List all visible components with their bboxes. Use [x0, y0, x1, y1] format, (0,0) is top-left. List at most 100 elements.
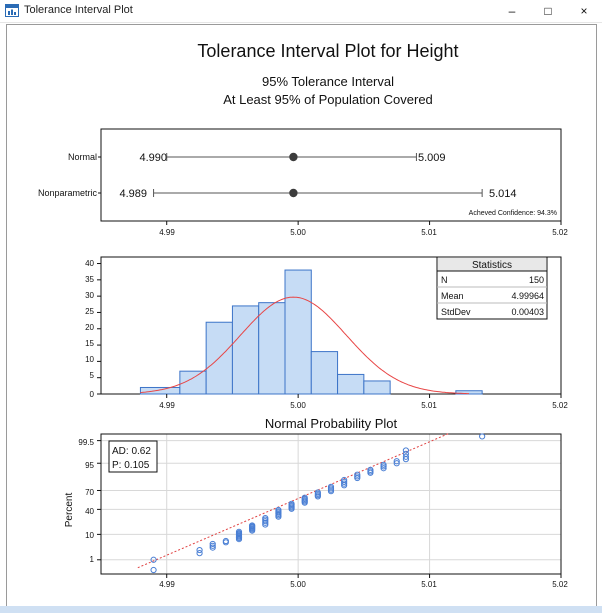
probability-point [380, 461, 387, 468]
p2-y-tick-label: 10 [85, 355, 94, 364]
probability-point [209, 542, 216, 549]
p2-y-tick-label: 30 [85, 291, 94, 300]
p1-x-tick-label: 5.01 [421, 228, 437, 237]
achieved-confidence-note: Acheved Confidence: 94.3% [469, 210, 557, 217]
interval-center-dot [289, 152, 298, 162]
probability-point [314, 489, 321, 496]
chart-title: Tolerance Interval Plot for Height [197, 41, 458, 61]
interval-panel-border [100, 128, 562, 222]
probability-panel: Normal Probability Plot Percent 99.5 95 … [64, 416, 568, 589]
probability-point [393, 460, 400, 467]
p3-y-tick-label: 99.5 [78, 438, 94, 447]
p2-y-tick-label: 40 [85, 259, 94, 268]
interval-center-dot [289, 188, 298, 198]
p-value: P: 0.105 [112, 460, 150, 471]
statistics-title: Statistics [472, 260, 512, 271]
p3-y-tick-label: 95 [85, 461, 94, 470]
stat-label-n: N [441, 275, 448, 285]
app-icon [5, 4, 19, 17]
p3-x-tick-label: 5.02 [552, 580, 568, 589]
title-bar[interactable]: Tolerance Interval Plot – □ × [0, 0, 602, 23]
histogram-bar [284, 269, 312, 395]
p2-y-tick-label: 25 [85, 307, 94, 316]
probability-point [275, 506, 282, 514]
ad-statistic: AD: 0.62 [112, 446, 151, 457]
probability-point [209, 544, 216, 551]
goodness-of-fit-box: AD: 0.62 P: 0.105 [108, 440, 158, 473]
histogram-panel: 40 35 30 25 20 15 10 5 0 4.99 5.00 5.01 … [85, 256, 568, 410]
histogram-bar [258, 302, 286, 395]
chart-subtitle-1: 95% Tolerance Interval [262, 74, 394, 89]
p2-x-tick-label: 5.00 [290, 401, 306, 410]
probability-point [402, 453, 410, 460]
p2-y-tick-label: 35 [85, 275, 94, 284]
p3-y-tick-label: 10 [85, 531, 94, 540]
interval-row-label-normal: Normal [68, 152, 97, 162]
probability-point [402, 450, 410, 457]
probability-point [402, 447, 410, 454]
interval-panel: Normal Nonparametric 4.990 5.009 4.989 5… [38, 128, 568, 237]
normal-upper-label: 5.009 [418, 152, 446, 164]
close-button[interactable]: × [580, 4, 588, 18]
probability-point [150, 566, 157, 574]
probability-point [341, 480, 348, 487]
p2-y-tick-label: 5 [90, 371, 95, 380]
stat-value-mean: 4.99964 [511, 291, 544, 301]
normal-lower-label: 4.990 [139, 152, 167, 164]
p1-x-tick-label: 4.99 [159, 228, 175, 237]
p3-y-tick-label: 1 [90, 555, 95, 564]
stat-value-stddev: 0.00403 [511, 307, 544, 317]
probability-point [209, 540, 216, 548]
probability-point [380, 465, 387, 472]
probability-point [150, 556, 157, 563]
probability-point [393, 458, 400, 465]
probability-point [235, 528, 243, 535]
probability-point [196, 550, 203, 557]
p2-x-tick-label: 5.01 [421, 401, 437, 410]
probability-point [288, 500, 295, 507]
probability-point [479, 433, 486, 440]
minimize-button[interactable]: – [508, 4, 516, 18]
p2-y-tick-label: 0 [90, 390, 95, 399]
probability-point [327, 483, 335, 490]
maximize-button[interactable]: □ [544, 4, 552, 18]
probability-point [367, 466, 374, 473]
p1-x-tick-label: 5.00 [290, 228, 306, 237]
p1-x-tick-label: 5.02 [552, 228, 568, 237]
histogram-bar [363, 380, 391, 395]
probability-point [341, 478, 348, 485]
histogram-bar [337, 373, 365, 395]
stat-label-mean: Mean [441, 291, 464, 301]
p3-y-tick-label: 70 [85, 488, 94, 497]
p3-x-tick-label: 5.00 [290, 580, 306, 589]
p2-y-tick-label: 20 [85, 323, 94, 332]
nonparametric-lower-label: 4.989 [119, 188, 147, 200]
stat-value-n: 150 [529, 275, 544, 285]
histogram-bar [139, 386, 181, 395]
probability-point [301, 494, 308, 501]
probability-point [249, 522, 256, 529]
probability-grid [101, 434, 561, 574]
probability-fit-line [137, 432, 450, 569]
chart-subtitle-2: At Least 95% of Population Covered [223, 92, 433, 107]
probability-point [354, 471, 361, 478]
probability-point [196, 546, 203, 554]
window-bottom-border [0, 606, 602, 613]
normal-fit-curve [140, 296, 469, 395]
probability-point [222, 537, 229, 545]
statistics-box: Statistics N 150 Mean 4.99964 StdDev 0.0… [436, 256, 548, 320]
p2-y-tick-label: 15 [85, 339, 94, 348]
p3-x-tick-label: 5.01 [421, 580, 437, 589]
probability-panel-border [100, 433, 562, 575]
p3-x-tick-label: 4.99 [159, 580, 175, 589]
window-title: Tolerance Interval Plot [24, 4, 133, 16]
probability-point [354, 473, 361, 480]
interval-row-label-nonparametric: Nonparametric [38, 188, 98, 198]
p2-x-tick-label: 4.99 [159, 401, 175, 410]
histogram-bar [310, 351, 339, 395]
p2-x-tick-label: 5.02 [552, 401, 568, 410]
probability-plot-title: Normal Probability Plot [265, 416, 398, 431]
nonparametric-upper-label: 5.014 [489, 188, 517, 200]
